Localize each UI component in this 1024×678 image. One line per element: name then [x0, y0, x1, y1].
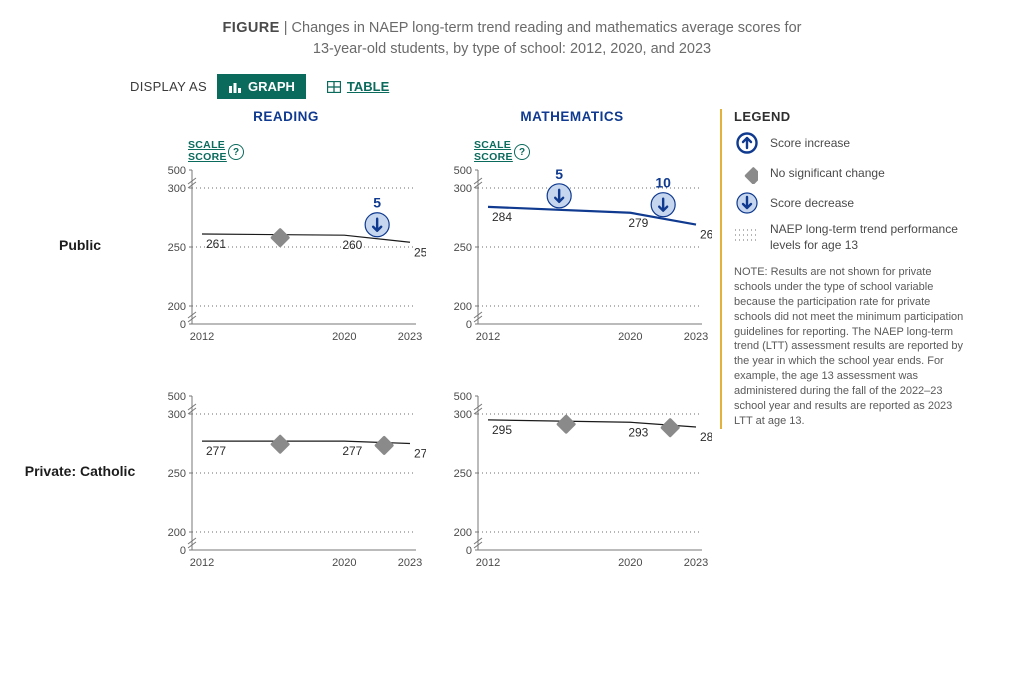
chart-public-math: 0 200 250 300 500 2012 2020 2023 284 279 269 5 10: [432, 140, 712, 350]
svg-text:10: 10: [655, 175, 671, 191]
panel-public-math: SCALESCORE ? 0 200 250 300 500 2012 2020 2023 28…: [432, 140, 712, 350]
chart-catholic-math: 0 200 250 300 500 2012 2020 2023 295 293 289: [432, 366, 712, 576]
figure-sep: |: [284, 20, 288, 36]
legend-panel: LEGEND Score increase No significant cha…: [720, 109, 966, 428]
svg-text:293: 293: [628, 425, 648, 439]
legend-perf: NAEP long-term trend performance levels …: [734, 222, 966, 253]
svg-text:300: 300: [454, 409, 472, 421]
svg-text:500: 500: [168, 391, 186, 403]
legend-decrease: Score decrease: [734, 192, 966, 214]
help-icon[interactable]: ?: [228, 144, 244, 160]
svg-text:2012: 2012: [476, 331, 500, 343]
svg-text:275: 275: [414, 447, 426, 461]
help-icon[interactable]: ?: [514, 144, 530, 160]
svg-text:250: 250: [168, 468, 186, 480]
svg-text:2020: 2020: [332, 331, 356, 343]
svg-text:200: 200: [454, 301, 472, 313]
svg-text:277: 277: [342, 444, 362, 458]
legend-increase: Score increase: [734, 132, 966, 154]
arrow-down-icon: [734, 192, 760, 214]
figure-label: FIGURE: [223, 20, 280, 36]
table-icon: [327, 81, 341, 93]
legend-title: LEGEND: [734, 109, 966, 124]
row-header-catholic: Private: Catholic: [20, 463, 140, 479]
legend-nochange: No significant change: [734, 162, 966, 184]
svg-text:0: 0: [466, 319, 472, 331]
svg-text:250: 250: [168, 242, 186, 254]
col-header-math: MATHEMATICS: [432, 109, 712, 124]
svg-text:277: 277: [206, 444, 226, 458]
table-button-label: TABLE: [347, 79, 389, 94]
svg-text:2012: 2012: [190, 331, 214, 343]
table-button[interactable]: TABLE: [316, 74, 400, 99]
scale-score-link[interactable]: SCALESCORE: [474, 140, 513, 163]
svg-text:300: 300: [454, 183, 472, 195]
scale-score-link[interactable]: SCALESCORE: [188, 140, 227, 163]
panel-public-reading: SCALESCORE ? 0 200 250 300 500 2012 2020 2023 26…: [146, 140, 426, 350]
svg-text:254: 254: [414, 245, 426, 259]
graph-button-label: GRAPH: [248, 79, 295, 94]
svg-text:2023: 2023: [684, 557, 708, 569]
panel-catholic-reading: 0 200 250 300 500 2012 2020 2023 277 277 275: [146, 366, 426, 576]
dotted-line-icon: [734, 222, 760, 244]
svg-text:300: 300: [168, 183, 186, 195]
figure-root: FIGURE | Changes in NAEP long-term trend…: [0, 0, 1024, 678]
col-header-reading: READING: [146, 109, 426, 124]
svg-text:300: 300: [168, 409, 186, 421]
figure-caption: FIGURE | Changes in NAEP long-term trend…: [172, 18, 852, 60]
legend-note: NOTE: Results are not shown for private …: [734, 265, 966, 428]
svg-text:0: 0: [180, 545, 186, 557]
display-toggle: DISPLAY AS GRAPH TABLE: [130, 74, 1004, 99]
svg-text:2012: 2012: [190, 557, 214, 569]
svg-text:2020: 2020: [618, 331, 642, 343]
svg-text:0: 0: [180, 319, 186, 331]
arrow-up-icon: [734, 132, 760, 154]
svg-text:2020: 2020: [332, 557, 356, 569]
svg-text:250: 250: [454, 468, 472, 480]
panel-catholic-math: 0 200 250 300 500 2012 2020 2023 295 293 289: [432, 366, 712, 576]
legend-increase-label: Score increase: [770, 136, 850, 150]
row-header-public: Public: [20, 237, 140, 253]
svg-text:500: 500: [454, 165, 472, 177]
svg-text:261: 261: [206, 237, 226, 251]
svg-text:260: 260: [342, 238, 362, 252]
svg-text:500: 500: [168, 165, 186, 177]
svg-text:2012: 2012: [476, 557, 500, 569]
figure-caption-l2: 13-year-old students, by type of school:…: [313, 41, 711, 57]
content-row: READING MATHEMATICS Public SCALESCORE ? …: [20, 109, 1004, 576]
bar-chart-icon: [228, 81, 242, 93]
svg-text:2020: 2020: [618, 557, 642, 569]
graph-button[interactable]: GRAPH: [217, 74, 306, 99]
svg-text:295: 295: [492, 423, 512, 437]
svg-text:289: 289: [700, 430, 712, 444]
svg-text:269: 269: [700, 228, 712, 242]
svg-text:284: 284: [492, 210, 512, 224]
svg-text:200: 200: [454, 527, 472, 539]
figure-caption-l1: Changes in NAEP long-term trend reading …: [292, 20, 802, 36]
svg-text:2023: 2023: [398, 557, 422, 569]
legend-perf-label: NAEP long-term trend performance levels …: [770, 222, 966, 253]
svg-text:2023: 2023: [398, 331, 422, 343]
svg-text:5: 5: [555, 166, 563, 182]
chart-public-reading: 0 200 250 300 500 2012 2020 2023 261 260 254 5: [146, 140, 426, 350]
svg-text:2023: 2023: [684, 331, 708, 343]
svg-text:200: 200: [168, 301, 186, 313]
svg-text:200: 200: [168, 527, 186, 539]
chart-grid: READING MATHEMATICS Public SCALESCORE ? …: [20, 109, 712, 576]
chart-catholic-reading: 0 200 250 300 500 2012 2020 2023 277 277 275: [146, 366, 426, 576]
legend-nochange-label: No significant change: [770, 166, 885, 180]
svg-text:5: 5: [373, 195, 381, 211]
svg-text:279: 279: [628, 216, 648, 230]
display-as-label: DISPLAY AS: [130, 79, 207, 94]
svg-text:500: 500: [454, 391, 472, 403]
diamond-icon: [734, 162, 760, 184]
svg-text:250: 250: [454, 242, 472, 254]
svg-text:0: 0: [466, 545, 472, 557]
legend-decrease-label: Score decrease: [770, 196, 854, 210]
